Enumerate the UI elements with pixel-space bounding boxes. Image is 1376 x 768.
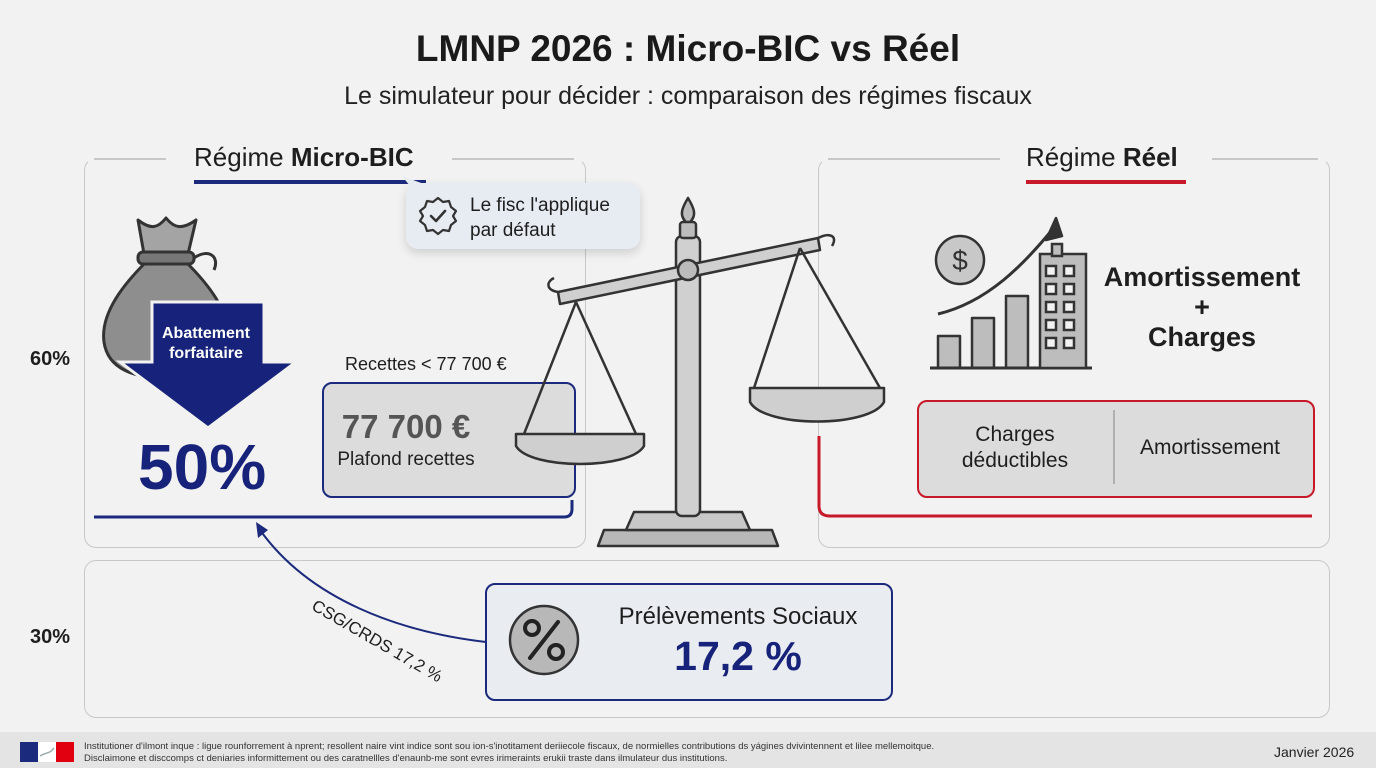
reel-headline: Amortissement + Charges xyxy=(1103,262,1301,352)
amortissement-label: Amortissement xyxy=(1139,436,1281,459)
callout-pointer xyxy=(402,176,424,186)
reel-box-divider xyxy=(1113,410,1115,484)
social-panel xyxy=(84,560,1330,718)
default-regime-callout xyxy=(406,183,640,249)
abattement-label: Abattement forfaitaire xyxy=(161,325,250,362)
recettes-threshold: Recettes < 77 700 € xyxy=(345,354,507,374)
micro-heading-prefix: Régime xyxy=(194,142,291,172)
social-title: Prélèvements Sociaux xyxy=(618,603,858,630)
svg-text:$: $ xyxy=(952,245,968,276)
reel-heading-underline xyxy=(1026,180,1186,184)
micro-bic-panel xyxy=(84,158,586,548)
reel-panel xyxy=(818,158,1330,548)
french-flag-logo xyxy=(20,742,74,762)
reel-heading: Régime Réel xyxy=(1004,142,1200,173)
footer-line-2: Disclaimone et disccomps ct deniaries in… xyxy=(84,753,728,764)
building-icon xyxy=(1038,242,1088,370)
micro-panel-top-left xyxy=(94,158,166,160)
csg-connector-arrow xyxy=(256,522,487,643)
plafond-label: Plafond recettes xyxy=(337,449,475,470)
plafond-value: 77 700 € xyxy=(341,408,471,445)
axis-label-lower: 30% xyxy=(30,626,71,648)
page-title: LMNP 2026 : Micro-BIC vs Réel xyxy=(415,28,961,69)
footer-date: Janvier 2026 xyxy=(1274,744,1355,760)
reel-panel-top-left xyxy=(828,158,1000,160)
reel-heading-prefix: Régime xyxy=(1026,142,1123,172)
footer-disclaimer: Institutioner d'ilmont inque : ligue rou… xyxy=(84,741,1184,765)
reel-panel-top-right xyxy=(1212,158,1318,160)
growth-chart-icon: $ xyxy=(930,216,1092,370)
reel-heading-bold: Réel xyxy=(1122,142,1178,172)
micro-accent-line xyxy=(94,500,574,519)
percent-icon xyxy=(508,604,580,676)
micro-heading-bold: Micro-BIC xyxy=(290,142,414,172)
footer-bar xyxy=(0,732,1376,768)
page-subtitle: Le simulateur pour décider : comparaison… xyxy=(344,82,1032,110)
social-value: 17,2 % xyxy=(674,633,802,679)
micro-bic-heading: Régime Micro-BIC xyxy=(172,142,436,173)
charges-deductibles-label: Charges déductibles xyxy=(961,423,1069,472)
abattement-value: 50% xyxy=(138,431,267,503)
reel-components-box xyxy=(917,400,1315,498)
micro-heading-underline xyxy=(194,180,426,184)
callout-text: Le fisc l'applique par défaut xyxy=(470,195,610,241)
axis-label-upper: 60% xyxy=(30,348,71,370)
micro-panel-top-right xyxy=(452,158,574,160)
down-arrow-icon xyxy=(115,300,301,430)
footer-line-1: Institutioner d'ilmont inque : ligue rou… xyxy=(84,741,935,752)
reel-accent-line xyxy=(817,436,1312,518)
check-badge-icon xyxy=(418,196,458,236)
balance-scale-icon xyxy=(514,196,886,548)
